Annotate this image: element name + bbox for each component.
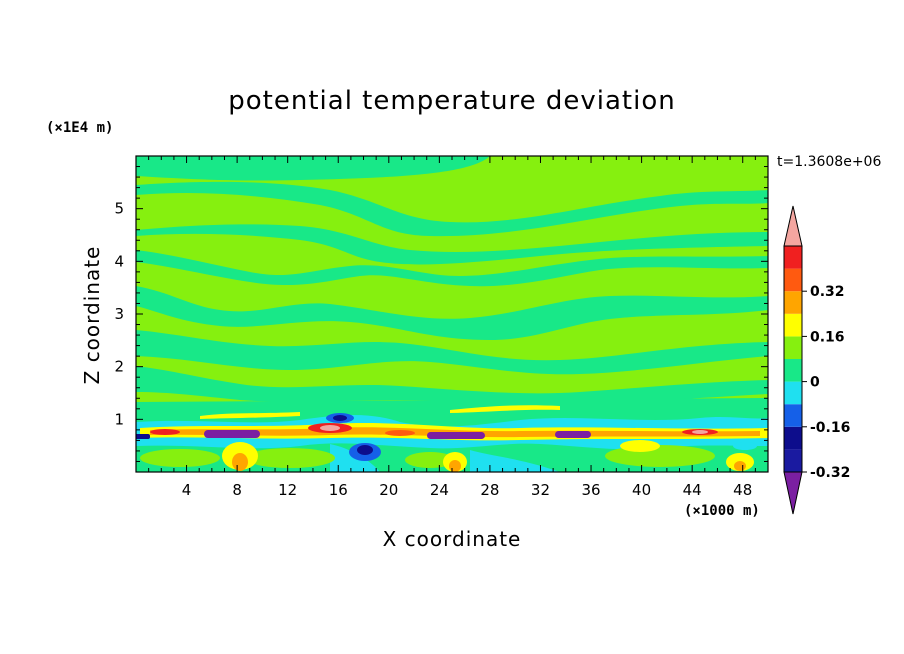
band-mid-1 [136,286,768,340]
band-low-cyan-2 [330,444,560,472]
band-upper-2 [136,181,768,237]
streak-yellow-2 [200,412,300,419]
core-purple-4 [136,434,150,439]
x-tick-label: 20 [379,481,398,499]
y-tick-label: 2 [114,358,124,376]
core-darkblue-1 [357,445,373,455]
blob-low-green-1 [140,449,220,467]
blob-low-green-3 [605,445,715,467]
colorbar-tick-label: -0.16 [810,420,850,436]
band-upper-4 [136,250,768,287]
colorbar-frame [783,245,803,473]
band-mid-3 [136,366,768,405]
blob-low-green-4 [405,452,455,468]
x-tick-label: 16 [329,481,348,499]
time-label: t=1.3608e+06 [777,154,882,170]
blob-red-4 [385,430,415,436]
band-upper-3 [136,224,768,265]
colorbar-tick-label: -0.32 [810,465,850,481]
x-tick-label: 4 [182,481,192,499]
chart-title: potential temperature deviation [228,86,676,116]
colorbar-tick-label: 0.32 [810,284,845,300]
streak-yellow-1 [450,405,560,413]
colorbar-swatch [784,359,802,382]
x-tick-label: 32 [531,481,550,499]
blob-orange-2 [449,460,461,472]
band-mid-2 [136,330,768,375]
contour-field [136,156,768,472]
x-tick-label: 36 [581,481,600,499]
x-axis: 4 8 12 16 20 24 28 32 36 40 44 48 [148,156,756,499]
colorbar-swatch [784,449,802,472]
x-tick-label: 40 [632,481,651,499]
x-axis-label: X coordinate [382,527,522,551]
colorbar-swatch [784,336,802,359]
colorbar-swatch [784,291,802,314]
y-tick-label: 3 [114,305,124,323]
colorbar-under-triangle [783,471,803,515]
x-tick-label: 44 [683,481,702,499]
blob-low-green-2 [245,448,335,468]
x-unit-label: (×1000 m) [684,503,760,519]
band-upper-1 [136,156,490,181]
core-purple-1 [204,430,260,438]
x-tick-label: 8 [232,481,242,499]
core-cyan-3 [733,442,757,450]
x-tick-label: 24 [430,481,449,499]
blob-pink-1 [320,425,340,431]
colorbar: 0.32 0.16 0 -0.16 -0.32 [783,205,850,515]
colorbar-swatch [784,404,802,427]
x-tick-label: 12 [278,481,297,499]
y-unit-label: (×1E4 m) [46,120,114,136]
core-purple-3 [555,431,591,438]
core-darkblue-2 [333,415,347,421]
x-tick-label: 48 [733,481,752,499]
y-tick-label: 1 [114,410,124,428]
colorbar-over-triangle [783,205,803,247]
blob-red-2 [150,429,180,435]
colorbar-tick-label: 0 [810,375,820,391]
colorbar-swatch [784,426,802,450]
blob-orange-1 [232,453,248,471]
blob-orange-3 [734,461,746,471]
core-purple-2 [427,432,485,439]
colorbar-swatch [784,381,802,405]
colorbar-swatch [784,246,802,269]
colorbar-swatch [784,313,802,337]
y-tick-label: 4 [114,252,124,270]
y-tick-label: 5 [114,200,124,218]
colorbar-tick-label: 0.16 [810,329,845,345]
blob-yellow-4 [620,440,660,452]
blob-pink-2 [692,430,708,434]
colorbar-swatch [784,268,802,292]
x-tick-label: 28 [480,481,499,499]
y-axis: 1 2 3 4 5 [114,166,768,462]
